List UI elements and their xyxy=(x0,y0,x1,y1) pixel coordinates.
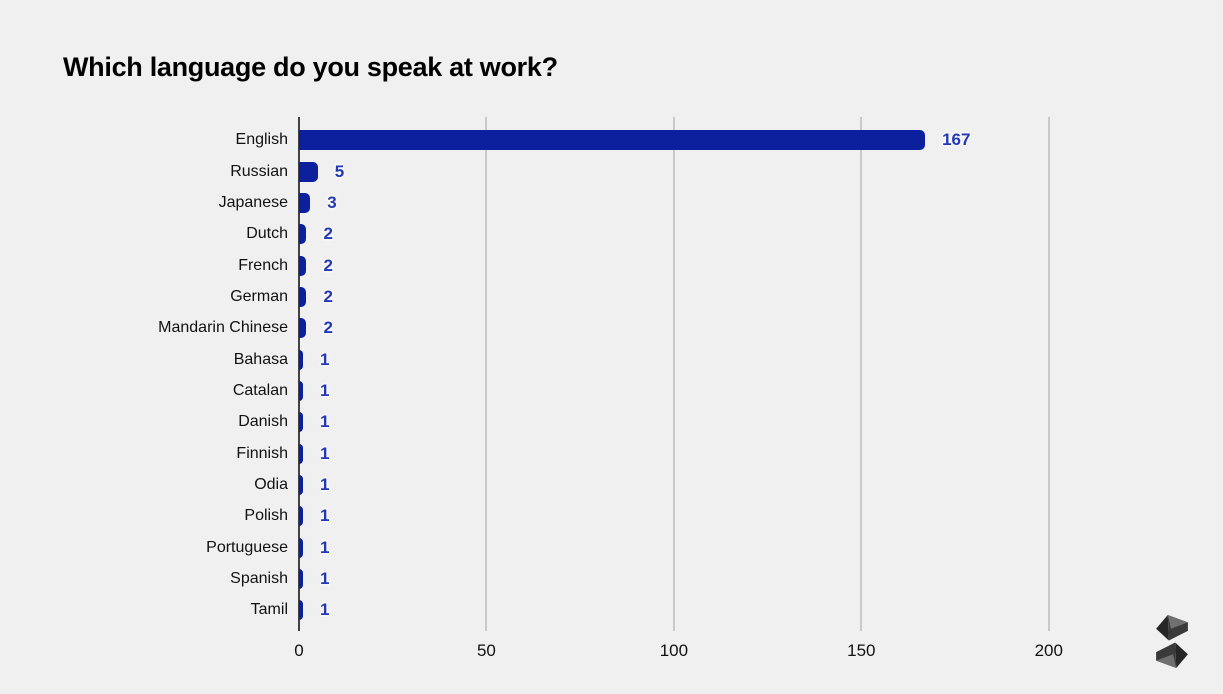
bar xyxy=(299,412,303,433)
bar-row: Catalan 1 xyxy=(0,376,1223,407)
value-label: 1 xyxy=(320,569,330,589)
y-axis-line xyxy=(298,117,300,631)
bar-row: Russian 5 xyxy=(0,156,1223,187)
gridline xyxy=(485,117,488,631)
chart-title: Which language do you speak at work? xyxy=(63,52,558,82)
x-tick-label: 50 xyxy=(476,641,496,660)
bar xyxy=(299,193,311,214)
bar-row: Tamil 1 xyxy=(0,595,1223,626)
bar-row: Mandarin Chinese 2 xyxy=(0,313,1223,344)
bar xyxy=(299,600,303,621)
category-label: Polish xyxy=(244,507,288,525)
x-tick-label: 200 xyxy=(1034,641,1063,660)
gridline xyxy=(1047,117,1050,631)
category-label: Catalan xyxy=(232,382,288,400)
gridline xyxy=(860,117,863,631)
gridline xyxy=(672,117,675,631)
value-label: 1 xyxy=(320,537,330,557)
bar xyxy=(299,255,307,276)
value-label: 1 xyxy=(320,349,330,369)
bar-row: Japanese 3 xyxy=(0,188,1223,219)
bar xyxy=(299,161,318,182)
value-label: 167 xyxy=(942,130,971,150)
x-tick-label: 150 xyxy=(847,641,876,660)
category-label: Japanese xyxy=(218,194,288,212)
x-tick-label: 100 xyxy=(659,641,689,660)
bar-row: German 2 xyxy=(0,282,1223,313)
bar-row: Polish 1 xyxy=(0,501,1223,532)
value-label: 1 xyxy=(320,381,330,401)
value-label: 3 xyxy=(327,193,337,213)
value-label: 1 xyxy=(320,412,330,432)
bar-row: Portuguese 1 xyxy=(0,532,1223,563)
bar xyxy=(299,506,303,527)
x-tick-label: 0 xyxy=(294,641,304,660)
bar-row: Dutch 2 xyxy=(0,219,1223,250)
value-label: 2 xyxy=(323,318,333,338)
bar-row: Finnish 1 xyxy=(0,438,1223,469)
bar-row: Bahasa 1 xyxy=(0,344,1223,375)
bar xyxy=(299,381,303,402)
value-label: 1 xyxy=(320,475,330,495)
bar-row: French 2 xyxy=(0,250,1223,281)
bar xyxy=(299,224,307,245)
category-label: English xyxy=(235,131,288,149)
bar xyxy=(299,318,307,339)
category-label: Bahasa xyxy=(233,350,288,368)
bar xyxy=(299,569,303,590)
value-label: 1 xyxy=(320,443,330,463)
category-label: Dutch xyxy=(246,225,288,243)
category-label: Mandarin Chinese xyxy=(158,319,288,337)
bar-row: Spanish 1 xyxy=(0,564,1223,595)
value-label: 5 xyxy=(334,161,345,181)
value-label: 2 xyxy=(323,224,333,244)
value-label: 1 xyxy=(320,506,330,526)
bar-row: Danish 1 xyxy=(0,407,1223,438)
category-label: French xyxy=(238,256,288,274)
bar-row: English 167 xyxy=(0,125,1223,156)
category-label: German xyxy=(230,288,288,306)
category-label: Russian xyxy=(230,162,288,180)
bar xyxy=(299,130,926,151)
bar xyxy=(299,349,303,370)
category-label: Finnish xyxy=(236,444,288,462)
bar xyxy=(299,443,303,464)
s-logo-icon xyxy=(1156,615,1188,668)
value-label: 2 xyxy=(323,287,333,307)
category-label: Portuguese xyxy=(206,538,288,556)
plot-area xyxy=(298,117,1135,631)
bar-row: Odia 1 xyxy=(0,470,1223,501)
category-label: Spanish xyxy=(230,570,288,588)
value-label: 1 xyxy=(320,600,330,620)
bar xyxy=(299,287,307,308)
category-label: Danish xyxy=(238,413,288,431)
bar xyxy=(299,475,303,496)
category-label: Odia xyxy=(254,476,288,494)
bar xyxy=(299,537,303,558)
category-label: Tamil xyxy=(250,601,288,619)
value-label: 2 xyxy=(323,255,333,275)
